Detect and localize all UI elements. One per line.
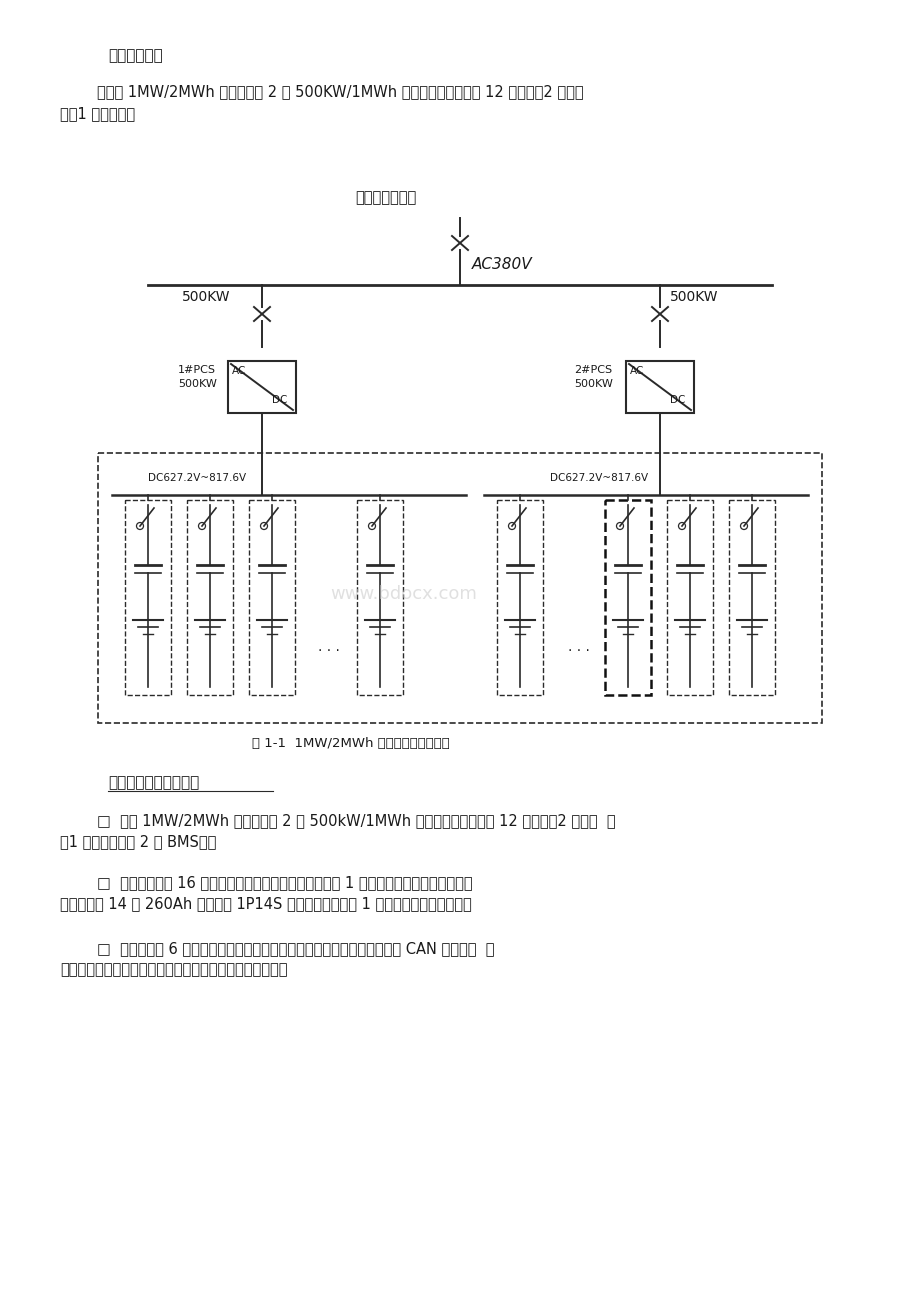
Text: 口，同时通过以太网向就地监控系统上传电池数据和信息。: 口，同时通过以太网向就地监控系统上传电池数据和信息。 xyxy=(60,962,288,976)
Text: 本项目 1MW/2MWh 储能系统由 2 个 500KW/1MWh 储能单元组成，共计 12 个电柜、2 个汇流: 本项目 1MW/2MWh 储能系统由 2 个 500KW/1MWh 储能单元组成… xyxy=(60,85,583,99)
Bar xyxy=(125,500,171,695)
Text: 储能系统构成: 储能系统构成 xyxy=(108,48,163,62)
Text: AC: AC xyxy=(630,366,643,376)
Text: 2#PCS: 2#PCS xyxy=(573,365,611,375)
Bar xyxy=(605,500,651,695)
Text: DC627.2V~817.6V: DC627.2V~817.6V xyxy=(148,473,246,483)
Text: 500KW: 500KW xyxy=(669,290,718,303)
Text: □  每个 1MW/2MWh 储能系统由 2 个 500kW/1MWh 储能单元组成，共计 12 个电柜、2 个汇流  柜: □ 每个 1MW/2MWh 储能系统由 2 个 500kW/1MWh 储能单元组… xyxy=(60,812,615,828)
Bar xyxy=(666,500,712,695)
Bar xyxy=(187,500,233,695)
Text: 、1 个控制柜（含 2 套 BMS）。: 、1 个控制柜（含 2 套 BMS）。 xyxy=(60,835,216,849)
Text: AC: AC xyxy=(232,366,246,376)
Bar xyxy=(249,500,295,695)
Bar xyxy=(728,500,774,695)
Bar xyxy=(98,453,821,723)
Text: DC: DC xyxy=(272,395,287,405)
Text: www.bdocx.com: www.bdocx.com xyxy=(330,585,476,603)
Text: . . .: . . . xyxy=(567,641,589,654)
Text: 500KW: 500KW xyxy=(177,379,217,389)
Text: AC380V: AC380V xyxy=(471,256,532,272)
Text: 系统总体架构图: 系统总体架构图 xyxy=(355,190,415,204)
Text: 图 1-1  1MW/2MWh 储能系统架构示意图: 图 1-1 1MW/2MWh 储能系统架构示意图 xyxy=(252,737,449,750)
Bar xyxy=(357,500,403,695)
Text: 500KW: 500KW xyxy=(573,379,612,389)
Text: 1#PCS: 1#PCS xyxy=(177,365,216,375)
Text: 电池储能系统构成描述: 电池储能系统构成描述 xyxy=(108,775,199,790)
Bar xyxy=(625,361,693,413)
Text: DC: DC xyxy=(669,395,685,405)
Text: 500KW: 500KW xyxy=(182,290,231,303)
Text: 个电池箱由 14 个 260Ah 电芯通过 1P14S 方式进行成组，由 1 个电池监测单元来管理。: 个电池箱由 14 个 260Ah 电芯通过 1P14S 方式进行成组，由 1 个… xyxy=(60,896,471,911)
Text: □  汇流柜汇集 6 个电池柜的高压到直流总线上。控制柜为每个电池柜提供 CAN 通信汇总  接: □ 汇流柜汇集 6 个电池柜的高压到直流总线上。控制柜为每个电池柜提供 CAN … xyxy=(60,941,494,956)
Bar xyxy=(496,500,542,695)
Text: . . .: . . . xyxy=(318,641,339,654)
Text: □  每个电池柜由 16 个磷酸铁锂电池箱串联系统组成，由 1 套电池管理系统进行管理。每: □ 每个电池柜由 16 个磷酸铁锂电池箱串联系统组成，由 1 套电池管理系统进行… xyxy=(60,875,472,891)
Bar xyxy=(228,361,296,413)
Text: 柜、1 个控制柜。: 柜、1 个控制柜。 xyxy=(60,105,135,121)
Text: DC627.2V~817.6V: DC627.2V~817.6V xyxy=(550,473,647,483)
